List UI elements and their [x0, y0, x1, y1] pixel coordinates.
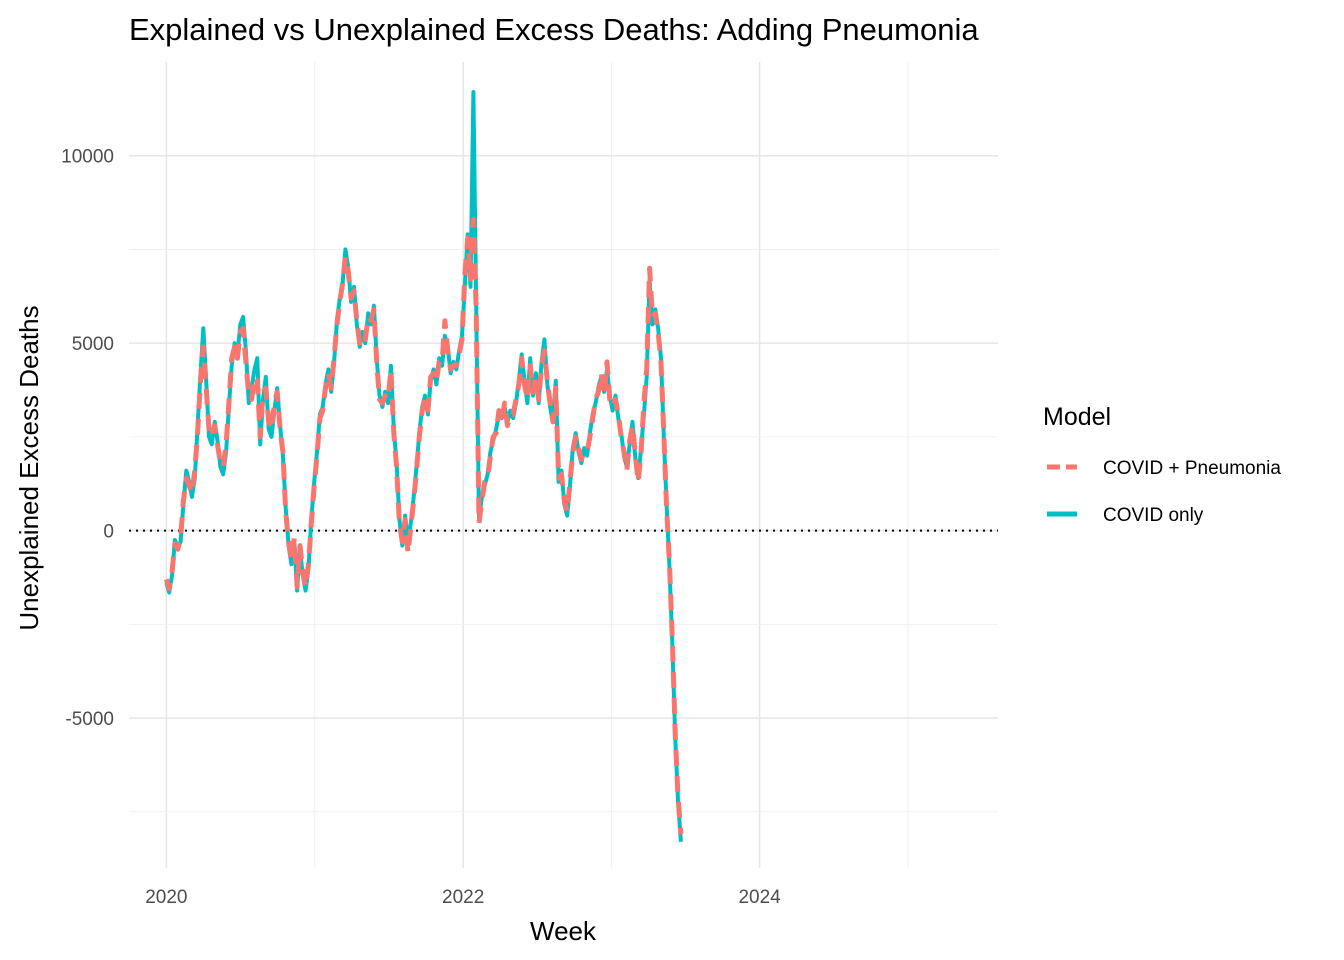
legend: Model COVID + Pneumonia COVID only — [1043, 403, 1281, 526]
x-tick-label: 2024 — [738, 887, 781, 908]
x-tick-label: 2022 — [442, 887, 484, 908]
legend-label-covid-pneumonia: COVID + Pneumonia — [1103, 458, 1281, 479]
x-axis-ticks: 2020 2022 2024 — [145, 887, 781, 908]
gridlines — [129, 62, 998, 868]
y-tick-label: -5000 — [65, 709, 114, 730]
series-line-covid-pneumonia — [164, 217, 684, 835]
y-tick-label: 10000 — [61, 147, 114, 168]
y-axis-ticks: -5000 0 5000 10000 — [61, 147, 114, 730]
series-layer — [164, 90, 684, 842]
x-axis-title: Week — [530, 916, 597, 946]
x-tick-label: 2020 — [145, 887, 187, 908]
y-axis-title: Unexplained Excess Deaths — [14, 305, 44, 630]
y-tick-label: 0 — [103, 522, 114, 543]
y-tick-label: 5000 — [72, 334, 114, 355]
legend-label-covid-only: COVID only — [1103, 505, 1204, 526]
chart-title: Explained vs Unexplained Excess Deaths: … — [129, 12, 979, 47]
legend-title: Model — [1043, 403, 1111, 431]
series-line-covid-only — [164, 90, 683, 842]
